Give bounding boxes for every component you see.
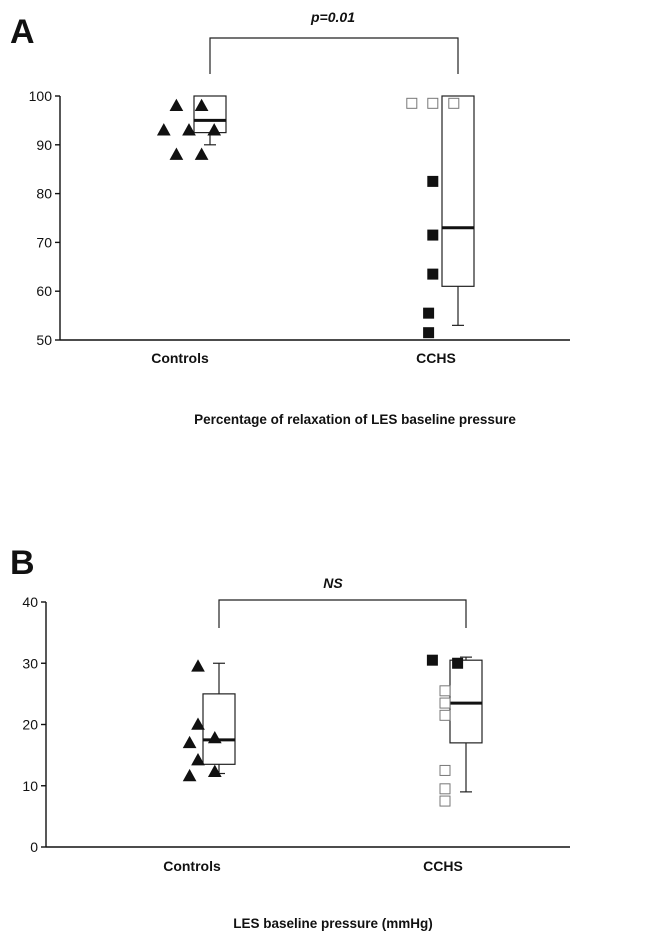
box (202, 693, 236, 765)
y-tick-label: 60 (36, 283, 52, 299)
data-point-square (423, 327, 435, 339)
data-point-square (427, 97, 439, 109)
y-tick-label: 0 (30, 839, 38, 855)
y-tick-label: 70 (36, 234, 52, 250)
box (449, 659, 483, 744)
y-tick-label: 20 (22, 717, 38, 733)
data-point-triangle (207, 730, 222, 744)
data-point-triangle (191, 659, 205, 672)
data-point-square (439, 783, 451, 795)
data-point-triangle (194, 147, 209, 160)
y-tick-label: 80 (36, 186, 52, 202)
data-point-square (427, 229, 439, 241)
data-point-square (406, 97, 418, 109)
data-point-square (439, 709, 451, 721)
data-point-square (439, 795, 451, 807)
data-point-triangle (191, 717, 205, 730)
data-point-square (452, 657, 464, 669)
significance-bracket (209, 37, 459, 74)
data-point-triangle (156, 123, 171, 136)
y-tick-label: 100 (29, 88, 53, 104)
panel-a-category-controls: Controls (151, 350, 209, 366)
data-point-square (439, 685, 451, 697)
panel-b-significance: NS (323, 575, 343, 591)
data-point-square (439, 697, 451, 709)
data-point-triangle (207, 764, 222, 777)
data-point-triangle (207, 123, 222, 136)
panel-a-category-cchs: CCHS (416, 350, 456, 366)
y-tick-label: 10 (22, 778, 38, 794)
y-tick-label: 30 (22, 655, 38, 671)
data-point-triangle (182, 768, 197, 782)
significance-bracket (218, 599, 467, 628)
data-point-triangle (182, 123, 196, 136)
panel-b-category-cchs: CCHS (423, 858, 463, 874)
data-point-triangle (194, 98, 209, 112)
data-point-triangle (169, 98, 184, 112)
data-point-square (427, 268, 439, 280)
data-point-square (448, 97, 460, 109)
data-point-square (439, 764, 451, 776)
data-point-triangle (182, 735, 197, 749)
y-tick-label: 40 (22, 594, 38, 610)
data-point-square (427, 175, 439, 187)
panel-a-letter: A (10, 13, 35, 51)
panel-a: A p=0.01 Percentage of relaxation of LES… (10, 9, 570, 427)
panel-b-letter: B (10, 544, 35, 582)
data-point-triangle (191, 752, 205, 766)
panel-b-category-controls: Controls (163, 858, 221, 874)
panel-b-caption: LES baseline pressure (mmHg) (233, 916, 433, 931)
box (441, 95, 475, 287)
box (193, 95, 227, 134)
y-tick-label: 90 (36, 137, 52, 153)
data-point-square (426, 654, 438, 666)
y-tick-label: 50 (36, 332, 52, 348)
panel-a-significance: p=0.01 (310, 9, 355, 25)
data-point-triangle (169, 147, 184, 160)
data-point-square (423, 307, 435, 319)
panel-a-caption: Percentage of relaxation of LES baseline… (194, 412, 516, 427)
panel-b: B NS LES baseline pressure (mmHg) Contro… (10, 544, 570, 931)
